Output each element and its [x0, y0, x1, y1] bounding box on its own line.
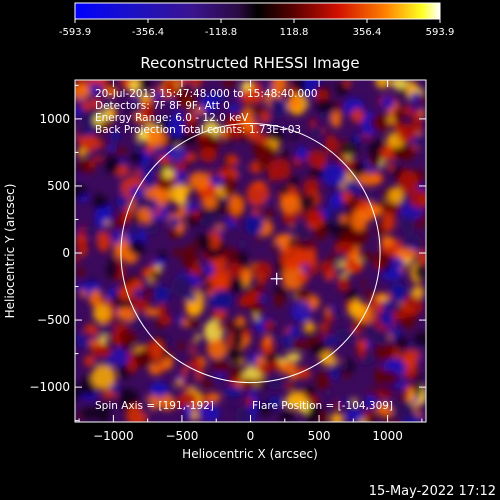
x-tick-label: 0 — [247, 429, 255, 443]
colorbar-tick-label: -356.4 — [132, 27, 164, 38]
colorbar-tick-label: 593.9 — [426, 27, 455, 38]
x-axis-label: Heliocentric X (arcsec) — [182, 447, 318, 461]
solar-limb-circle — [120, 122, 381, 384]
y-tick-label: 1000 — [39, 112, 70, 126]
y-axis: −1000 −500 0 500 1000 — [29, 84, 426, 422]
annotation-detectors: Detectors: 7F 8F 9F, Att 0 — [95, 100, 230, 112]
colorbar-tick-label: -593.9 — [59, 27, 91, 38]
y-tick-label: −1000 — [29, 380, 70, 394]
x-axis: −1000 −500 0 500 1000 — [78, 80, 423, 443]
x-tick-label: −500 — [165, 429, 198, 443]
x-tick-label: 1000 — [372, 429, 403, 443]
x-tick-label: −1000 — [93, 429, 134, 443]
y-tick-label: 0 — [62, 246, 70, 260]
colorbar — [75, 3, 440, 19]
annotation-flare-position: Flare Position = [-104,309] — [252, 400, 393, 412]
annotation-time: 20-Jul-2013 15:47:48.000 to 15:48:40.000 — [95, 88, 318, 100]
chart-title: Reconstructed RHESSI Image — [140, 54, 359, 72]
footer-date: 15-May-2022 17:12 — [369, 484, 496, 499]
annotation-spin-axis: Spin Axis = [191,-192] — [95, 400, 214, 412]
colorbar-frame — [74, 2, 441, 20]
annotation-energy: Energy Range: 6.0 - 12.0 keV — [95, 112, 249, 124]
colorbar-tick-label: 118.8 — [280, 27, 309, 38]
y-tick-label: −500 — [37, 313, 70, 327]
y-tick-label: 500 — [47, 179, 70, 193]
emission-map — [75, 80, 426, 422]
x-tick-label: 500 — [308, 429, 331, 443]
y-axis-label: Heliocentric Y (arcsec) — [3, 184, 17, 319]
colorbar-ticks: -593.9 -356.4 -118.8 118.8 356.4 593.9 — [59, 19, 454, 38]
spin-axis-marker — [270, 272, 283, 285]
colorbar-tick-label: -118.8 — [205, 27, 237, 38]
colorbar-tick-label: 356.4 — [353, 27, 382, 38]
annotation-method: Back Projection Total counts: 1.73E+03 — [95, 124, 301, 136]
